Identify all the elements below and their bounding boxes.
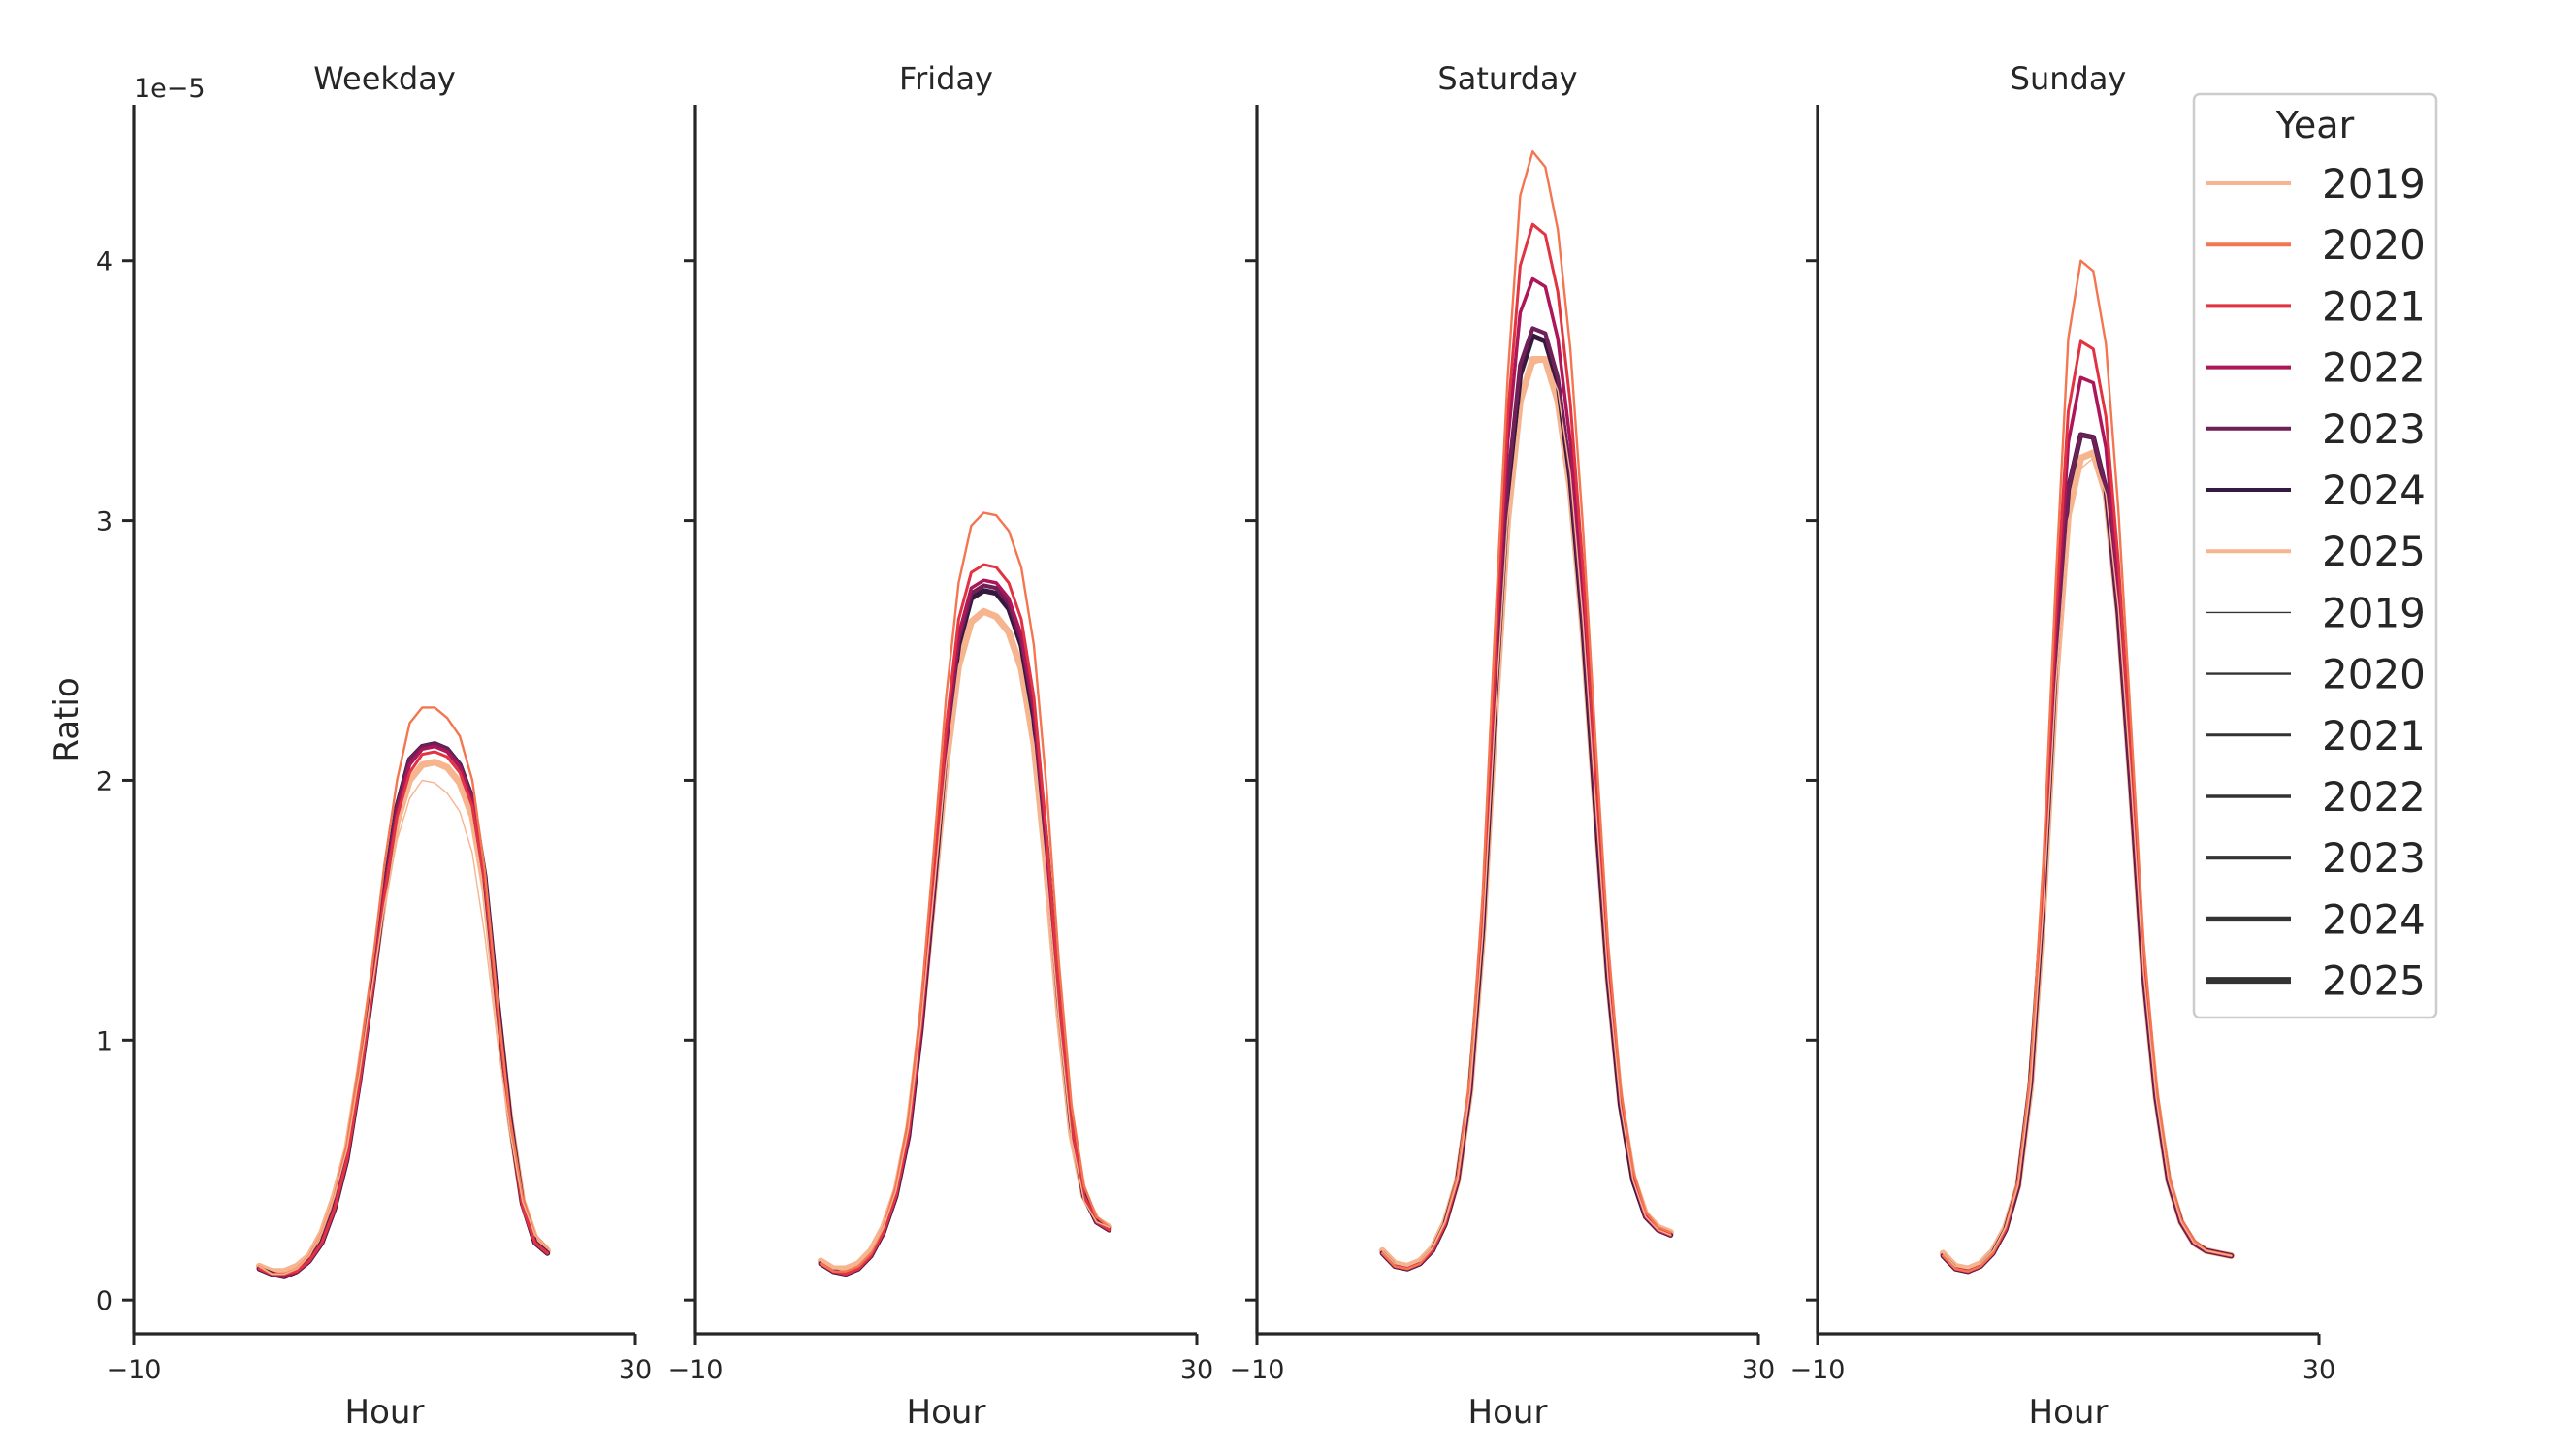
series-line-friday-2020: [820, 511, 1111, 1273]
series-line-friday-2025: [817, 607, 1112, 1273]
series-line-friday-2024: [818, 588, 1112, 1277]
legend-item-size-2020: 2020: [2206, 651, 2426, 698]
series-line-weekday-2023: [257, 741, 550, 1279]
panel-sunday: Sunday −10 30 Hour: [1790, 60, 2336, 1432]
legend-item-size-2025: 2025: [2206, 957, 2426, 1005]
legend-title: Year: [2275, 104, 2355, 146]
x-tick-label: 30: [2302, 1355, 2335, 1385]
y-axis-label: Ratio: [48, 677, 86, 761]
legend-item-size-2024: 2024: [2206, 895, 2426, 943]
x-axis-label-weekday: Hour: [345, 1393, 425, 1432]
panel-weekday: Weekday 0 1 2 3 4 −10 30 Hour: [96, 60, 652, 1432]
panel-title-saturday: Saturday: [1437, 60, 1577, 97]
x-tick-label: 30: [619, 1355, 652, 1385]
series-line-friday-2021: [819, 563, 1111, 1276]
legend-frame: [2192, 92, 2438, 1019]
series-line-friday-2023: [819, 583, 1111, 1277]
panel-title-friday: Friday: [899, 60, 993, 97]
x-axis-label-saturday: Hour: [1468, 1393, 1548, 1432]
legend-item-hue-2022: 2022: [2206, 344, 2426, 392]
series-line-sunday-2022: [1941, 375, 2234, 1274]
series-line-saturday-2019: [1381, 358, 1672, 1268]
legend-label: 2024: [2322, 895, 2426, 943]
x-axis-label-sunday: Hour: [2029, 1393, 2109, 1432]
x-tick-label: 30: [1180, 1355, 1213, 1385]
legend-item-size-2021: 2021: [2206, 712, 2426, 760]
panel-saturday: Saturday −10 30 Hour: [1230, 60, 1776, 1432]
legend-label: 2022: [2322, 344, 2426, 392]
series-line-sunday-2024: [1940, 432, 2235, 1275]
series-line-saturday-2022: [1380, 276, 1673, 1271]
series-line-sunday-2025: [1939, 449, 2235, 1273]
legend-label: 2021: [2322, 712, 2426, 760]
legend-label: 2019: [2322, 160, 2426, 208]
panel-title-sunday: Sunday: [2011, 60, 2127, 97]
y-tick-label: 4: [96, 247, 113, 277]
x-axis-label-friday: Hour: [907, 1393, 986, 1432]
legend-label: 2025: [2322, 528, 2426, 575]
legend-label: 2025: [2322, 957, 2426, 1005]
x-tick-label: −10: [1230, 1355, 1285, 1385]
x-tick-label: −10: [1790, 1355, 1846, 1385]
series-line-sunday-2019: [1942, 457, 2233, 1270]
legend-label: 2020: [2322, 221, 2426, 269]
x-tick-label: −10: [668, 1355, 724, 1385]
legend-item-hue-2019: 2019: [2206, 160, 2426, 208]
series-line-friday-2022: [819, 578, 1111, 1277]
series-line-weekday-2025: [255, 759, 551, 1276]
series-line-weekday-2022: [257, 744, 550, 1278]
legend-item-hue-2020: 2020: [2206, 221, 2426, 269]
legend-label: 2023: [2322, 405, 2426, 453]
legend-label: 2020: [2322, 651, 2426, 698]
panel-title-weekday: Weekday: [313, 60, 456, 97]
legend-item-hue-2024: 2024: [2206, 467, 2426, 514]
y-tick-label: 2: [96, 766, 113, 796]
y-tick-label: 0: [96, 1286, 113, 1316]
legend-item-hue-2025: 2025: [2206, 528, 2426, 575]
y-axis-offset-label: 1e−5: [134, 74, 206, 104]
series-line-saturday-2020: [1381, 149, 1672, 1271]
legend: Year 2019 2020 2021 2022 2023 2024 2025 2019 2020…: [2192, 92, 2438, 1019]
y-tick-label: 3: [96, 507, 113, 537]
legend-item-size-2019: 2019: [2206, 589, 2426, 636]
legend-item-size-2023: 2023: [2206, 834, 2426, 882]
series-line-weekday-2019: [258, 779, 549, 1276]
legend-label: 2019: [2322, 589, 2426, 636]
y-tick-label: 1: [96, 1026, 113, 1056]
x-tick-label: 30: [1742, 1355, 1775, 1385]
legend-item-hue-2021: 2021: [2206, 282, 2426, 330]
series-line-sunday-2020: [1942, 259, 2233, 1273]
legend-label: 2023: [2322, 834, 2426, 882]
legend-label: 2024: [2322, 467, 2426, 514]
series-line-weekday-2021: [257, 750, 549, 1276]
series-line-friday-2019: [820, 608, 1111, 1270]
panel-friday: Friday −10 30 Hour: [668, 60, 1214, 1432]
legend-label: 2022: [2322, 773, 2426, 821]
series-line-sunday-2023: [1941, 433, 2234, 1274]
series-line-sunday-2021: [1941, 340, 2233, 1274]
series-line-weekday-2024: [256, 741, 551, 1279]
legend-item-hue-2023: 2023: [2206, 405, 2426, 453]
x-tick-label: −10: [107, 1355, 162, 1385]
legend-item-size-2022: 2022: [2206, 773, 2426, 821]
legend-label: 2021: [2322, 282, 2426, 330]
